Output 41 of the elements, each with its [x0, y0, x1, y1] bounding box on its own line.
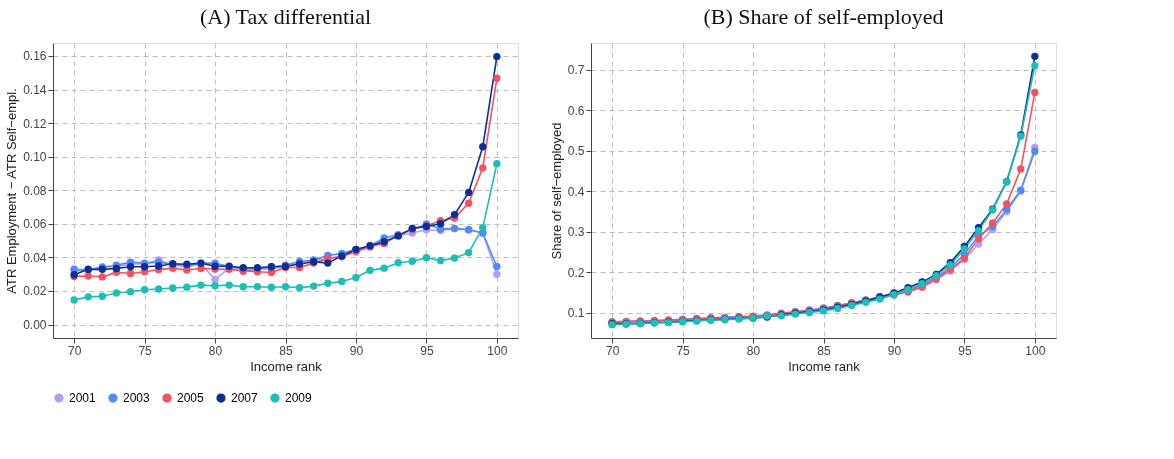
x-tick-label: 85	[279, 343, 293, 358]
x-tick-label: 90	[887, 343, 902, 358]
x-tick-label: 70	[605, 343, 620, 358]
y-tick-label: 0.3	[567, 225, 585, 240]
x-tick-label: 80	[208, 343, 223, 358]
x-tick-label: 95	[958, 343, 972, 358]
x-tick-label: 70	[67, 343, 82, 358]
legend-label: 2009	[285, 391, 313, 406]
legend-label: 2005	[177, 391, 205, 406]
x-axis-title: Income rank	[250, 358, 323, 374]
x-tick-label: 100	[1025, 343, 1046, 358]
chart-title: (A) Tax differential	[199, 4, 372, 29]
x-tick-label: 75	[676, 343, 691, 358]
y-tick-label: 0.00	[23, 318, 47, 333]
x-tick-label: 75	[138, 343, 153, 358]
y-tick-label: 0.16	[23, 49, 47, 64]
chart-title: (B) Share of self-employed	[703, 4, 944, 29]
y-tick-label: 0.1	[567, 306, 585, 321]
x-tick-label: 95	[420, 343, 434, 358]
legend-label: 2007	[231, 391, 259, 406]
x-tick-label: 90	[349, 343, 364, 358]
legend-label: 2003	[123, 391, 151, 406]
y-tick-label: 0.02	[23, 284, 47, 299]
x-tick-label: 80	[746, 343, 761, 358]
legend-label: 2001	[69, 391, 97, 406]
x-tick-label: 100	[487, 343, 508, 358]
y-tick-label: 0.08	[23, 183, 47, 198]
x-axis-title: Income rank	[788, 358, 861, 374]
y-tick-label: 0.04	[23, 250, 47, 265]
y-tick-label: 0.14	[23, 83, 47, 98]
y-tick-label: 0.06	[23, 217, 47, 232]
y-tick-label: 0.12	[23, 116, 47, 131]
y-tick-label: 0.2	[567, 265, 585, 280]
y-axis-title: Share of self−employed	[548, 122, 564, 260]
y-tick-label: 0.6	[567, 103, 585, 118]
y-tick-label: 0.7	[567, 63, 585, 78]
y-tick-label: 0.5	[567, 144, 585, 159]
y-axis-title: ATR Employment − ATR Self−empl.	[4, 88, 20, 294]
y-tick-label: 0.4	[567, 184, 585, 199]
y-tick-label: 0.10	[23, 150, 47, 165]
x-tick-label: 85	[817, 343, 831, 358]
